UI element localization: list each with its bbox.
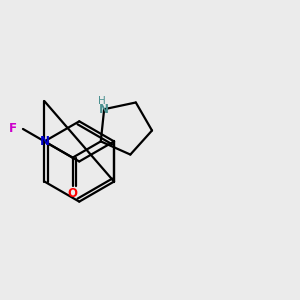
Text: O: O: [68, 187, 78, 200]
Text: N: N: [99, 103, 109, 116]
Text: F: F: [9, 122, 17, 136]
Text: H: H: [98, 96, 106, 106]
Text: N: N: [40, 135, 50, 148]
